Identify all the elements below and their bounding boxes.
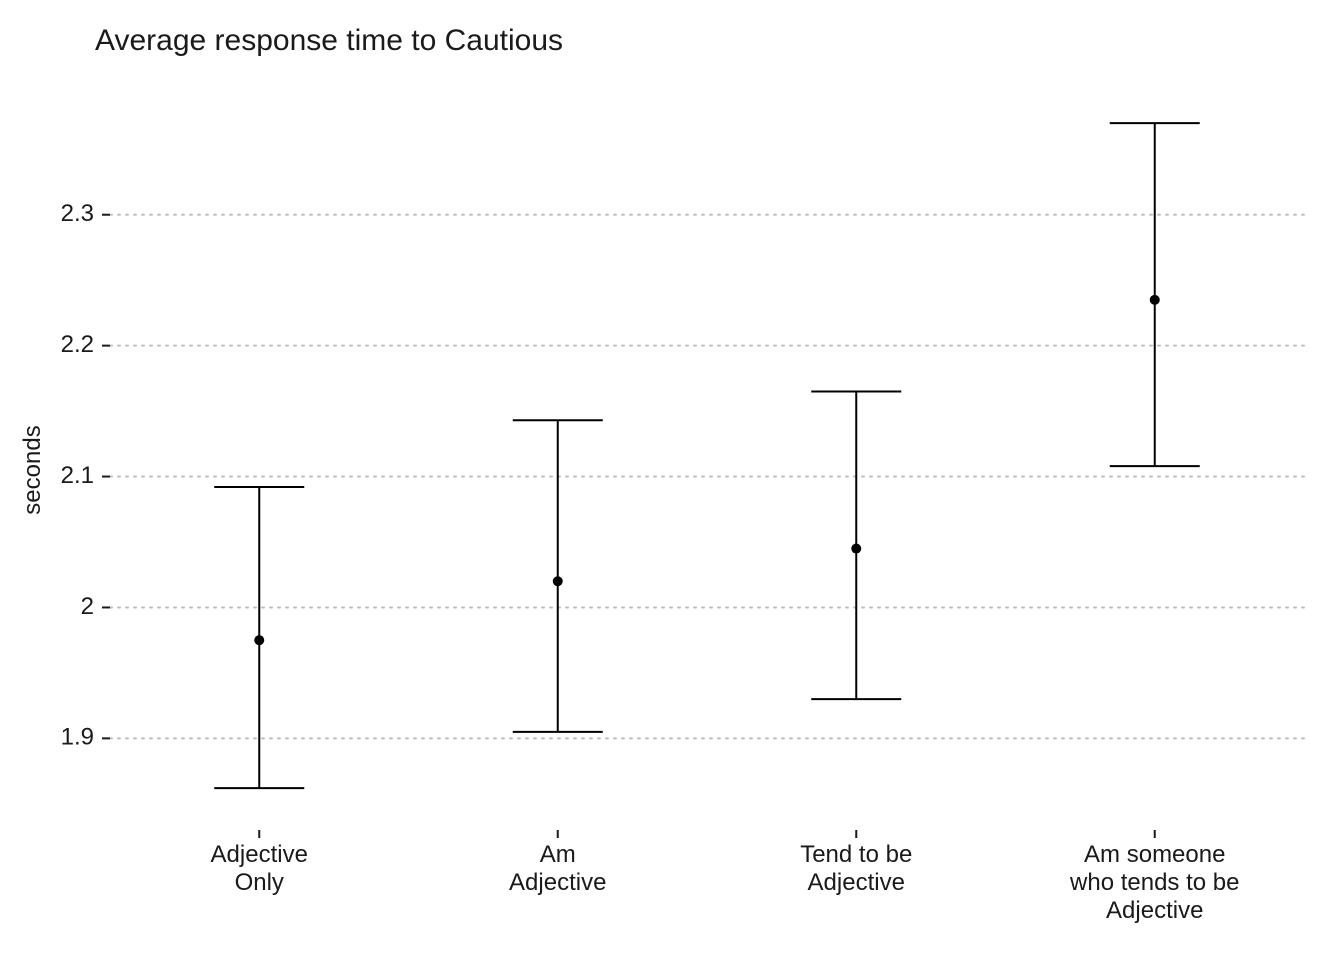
x-tick-label-line: Adjective: [509, 869, 606, 896]
y-tick-label: 2.2: [61, 331, 94, 358]
x-tick-label-line: Tend to be: [800, 841, 912, 868]
x-tick-label-line: Adjective: [808, 869, 905, 896]
data-point: [254, 635, 264, 645]
data-point: [1150, 295, 1160, 305]
x-tick-label-line: Adjective: [1106, 897, 1203, 924]
x-tick-label-line: who tends to be: [1069, 869, 1239, 896]
data-point: [851, 544, 861, 554]
y-tick-label: 2.1: [61, 462, 94, 489]
y-tick-label: 1.9: [61, 724, 94, 751]
y-tick-label: 2: [81, 593, 94, 620]
y-axis-label: seconds: [19, 425, 46, 514]
chart-container: Average response time to Cautious 1.9 2 2.1…: [0, 0, 1344, 960]
x-tick-label-line: Only: [235, 869, 284, 896]
data-point: [553, 576, 563, 586]
chart-title: Average response time to Cautious: [95, 24, 563, 57]
x-tick-label-line: Adjective: [211, 841, 308, 868]
errorbar-chart: Average response time to Cautious 1.9 2 2.1…: [0, 0, 1344, 960]
x-tick-label-line: Am: [540, 841, 576, 868]
x-tick-label: Tend to beAdjective: [800, 841, 912, 896]
x-tick-label-line: Am someone: [1084, 841, 1225, 868]
y-tick-label: 2.3: [61, 200, 94, 227]
